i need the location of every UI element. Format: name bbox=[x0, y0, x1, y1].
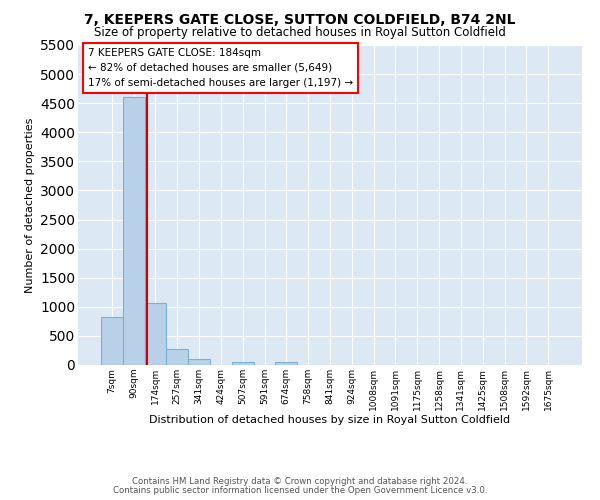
Text: Contains public sector information licensed under the Open Government Licence v3: Contains public sector information licen… bbox=[113, 486, 487, 495]
Bar bbox=[188, 358, 210, 365]
Y-axis label: Number of detached properties: Number of detached properties bbox=[25, 118, 35, 292]
Bar bbox=[123, 98, 145, 365]
Bar bbox=[275, 362, 297, 365]
Bar bbox=[101, 318, 123, 365]
Bar bbox=[166, 348, 188, 365]
Bar bbox=[232, 362, 254, 365]
Text: Size of property relative to detached houses in Royal Sutton Coldfield: Size of property relative to detached ho… bbox=[94, 26, 506, 39]
Text: Contains HM Land Registry data © Crown copyright and database right 2024.: Contains HM Land Registry data © Crown c… bbox=[132, 477, 468, 486]
Bar bbox=[145, 304, 166, 365]
Text: 7, KEEPERS GATE CLOSE, SUTTON COLDFIELD, B74 2NL: 7, KEEPERS GATE CLOSE, SUTTON COLDFIELD,… bbox=[84, 12, 516, 26]
Text: 7 KEEPERS GATE CLOSE: 184sqm
← 82% of detached houses are smaller (5,649)
17% of: 7 KEEPERS GATE CLOSE: 184sqm ← 82% of de… bbox=[88, 48, 353, 88]
X-axis label: Distribution of detached houses by size in Royal Sutton Coldfield: Distribution of detached houses by size … bbox=[149, 416, 511, 426]
